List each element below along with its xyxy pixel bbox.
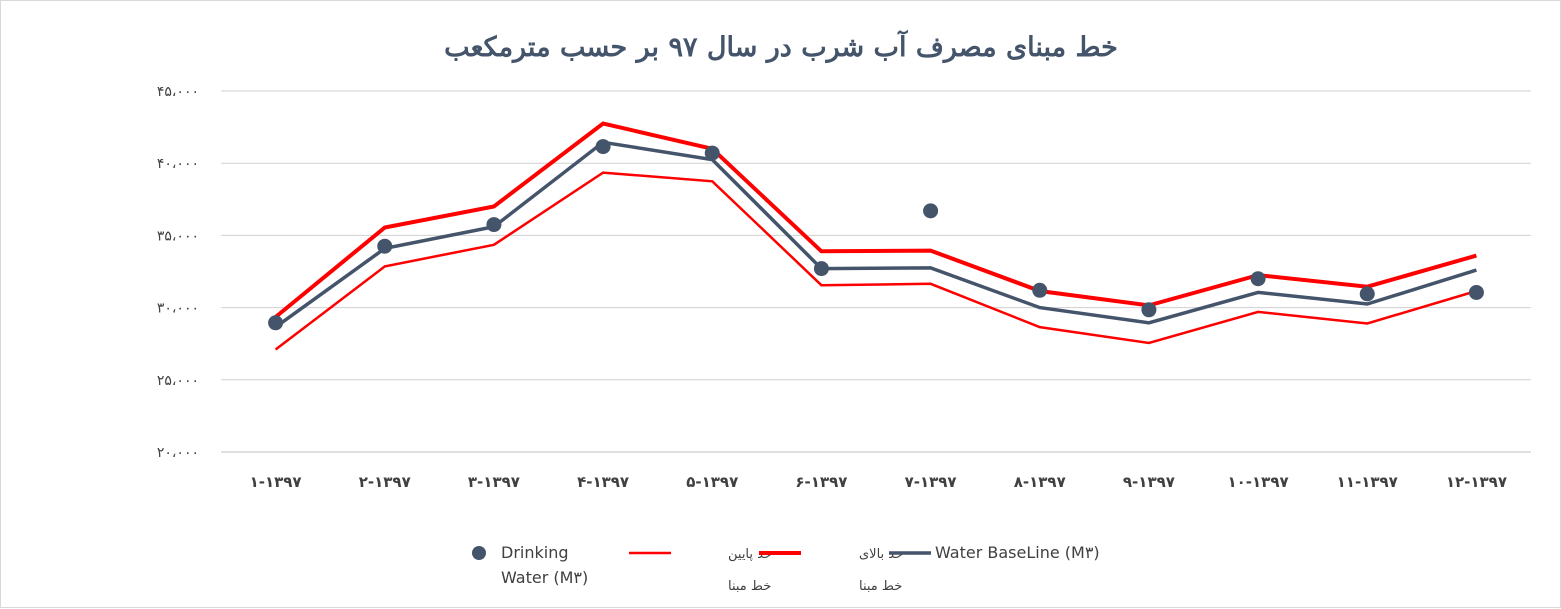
data-point-drinking-water [1032,282,1048,298]
x-tick-label: ۱۰-۱۳۹۷ [1227,473,1288,491]
x-tick-label: ۵-۱۳۹۷ [686,473,738,491]
legend-marker-drinking-water [472,546,486,560]
x-tick-label: ۱-۱۳۹۷ [250,473,302,491]
y-tick-label: ۳۰،۰۰۰ [157,301,199,317]
legend-item-lower-limit: حد پایین خط مبنا [629,547,772,594]
data-point-drinking-water [1141,302,1157,318]
x-tick-label: ۳-۱۳۹۷ [468,473,520,491]
x-tick-label: ۷-۱۳۹۷ [905,473,957,491]
data-point-drinking-water [1468,284,1484,300]
x-tick-label: ۴-۱۳۹۷ [577,473,629,491]
legend-label-lower-limit-line1: حد پایین [728,547,772,562]
x-axis-ticks: ۱-۱۳۹۷ ۲-۱۳۹۷ ۳-۱۳۹۷ ۴-۱۳۹۷ ۵-۱۳۹۷ ۶-۱۳۹۷ ۷-۱۳… [250,473,1507,491]
x-tick-label: ۲-۱۳۹۷ [359,473,411,491]
data-point-drinking-water [486,217,502,233]
x-tick-label: ۱۱-۱۳۹۷ [1337,473,1398,491]
y-tick-label: ۴۵،۰۰۰ [157,84,199,100]
data-point-drinking-water [268,315,284,331]
x-tick-label: ۸-۱۳۹۷ [1014,473,1066,491]
legend-item-drinking-water: Drinking Water (M۳) [472,543,588,587]
x-tick-label: ۹-۱۳۹۷ [1123,473,1175,491]
legend-label-drinking-water-line1: Drinking [501,543,569,562]
legend-label-water-baseline: Water BaseLine (M۳) [935,543,1100,562]
legend: Drinking Water (M۳) حد پایین خط مبنا حد … [472,543,1100,594]
series-line-lower-limit [274,171,1477,351]
y-axis-ticks: ۲۰،۰۰۰ ۲۵،۰۰۰ ۳۰،۰۰۰ ۳۵،۰۰۰ ۴۰،۰۰۰ ۴۵،۰۰۰ [157,84,199,461]
data-point-drinking-water [923,203,939,219]
legend-label-lower-limit-line2: خط مبنا [728,579,771,594]
data-point-drinking-water [1359,286,1375,302]
y-tick-label: ۲۰،۰۰۰ [157,445,199,461]
data-point-drinking-water [1250,271,1266,287]
legend-label-upper-limit-line1: حد بالای [859,547,903,562]
data-point-drinking-water [704,145,720,161]
data-point-drinking-water [813,261,829,277]
x-tick-label: ۶-۱۳۹۷ [795,473,847,491]
series-layer [268,121,1484,351]
legend-item-water-baseline: Water BaseLine (M۳) [889,543,1100,562]
y-tick-label: ۴۰،۰۰۰ [157,156,199,172]
x-tick-label: ۱۲-۱۳۹۷ [1446,473,1507,491]
chart-title: خط مبنای مصرف آب شرب در سال ۹۷ بر حسب مت… [444,29,1118,64]
gridlines [221,90,1531,453]
legend-item-upper-limit: حد بالای خط مبنا [759,547,903,594]
data-point-drinking-water [377,238,393,254]
legend-label-upper-limit-line2: خط مبنا [859,579,902,594]
series-line-water-baseline [274,140,1477,329]
series-line-upper-limit [274,121,1477,319]
y-tick-label: ۳۵،۰۰۰ [157,228,199,244]
legend-label-drinking-water-line2: Water (M۳) [501,568,588,587]
y-tick-label: ۲۵،۰۰۰ [157,373,199,389]
data-point-drinking-water [595,139,611,155]
